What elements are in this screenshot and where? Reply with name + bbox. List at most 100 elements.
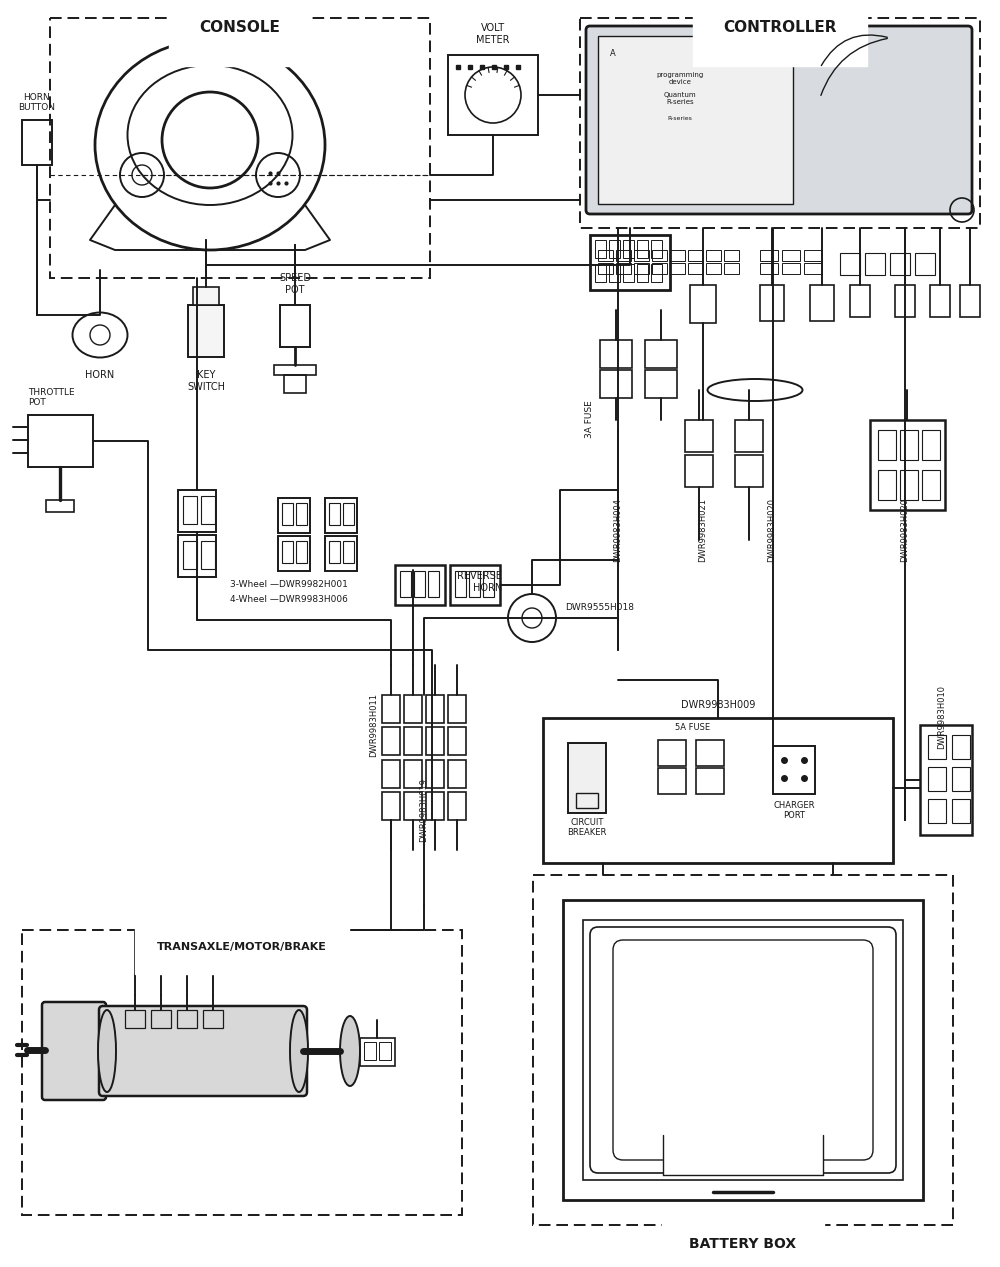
Bar	[804, 250, 822, 261]
Bar	[448, 54, 538, 136]
Text: DWR9983H011: DWR9983H011	[370, 693, 378, 756]
Bar	[840, 253, 860, 275]
Bar	[600, 340, 632, 367]
Bar	[928, 799, 946, 824]
Bar	[360, 1038, 395, 1066]
Bar	[568, 742, 606, 813]
Text: 5A FUSE: 5A FUSE	[675, 723, 711, 732]
Text: CONSOLE: CONSOLE	[200, 20, 280, 35]
Bar	[125, 1010, 145, 1028]
Text: DWR9983H019: DWR9983H019	[420, 778, 428, 843]
Bar	[685, 419, 713, 452]
Bar	[296, 503, 307, 525]
Bar	[28, 416, 93, 468]
Bar	[609, 264, 620, 283]
Text: DWR9555H018: DWR9555H018	[565, 603, 634, 612]
Bar	[448, 760, 466, 788]
Bar	[928, 767, 946, 791]
Bar	[616, 250, 631, 261]
Bar	[576, 793, 598, 808]
Bar	[645, 370, 677, 398]
Bar	[426, 696, 444, 723]
Text: 3-Wheel —DWR9982H001: 3-Wheel —DWR9982H001	[230, 580, 348, 589]
Bar	[595, 264, 606, 283]
Bar	[850, 285, 870, 317]
Bar	[670, 250, 685, 261]
Text: TRANSAXLE/MOTOR/BRAKE: TRANSAXLE/MOTOR/BRAKE	[157, 941, 327, 952]
Bar	[782, 264, 800, 274]
Bar	[404, 760, 422, 788]
Bar	[623, 264, 634, 283]
Bar	[696, 768, 724, 794]
Bar	[735, 419, 763, 452]
Text: 3A FUSE: 3A FUSE	[586, 400, 594, 438]
Text: DWR9983H009: DWR9983H009	[681, 699, 755, 710]
Bar	[690, 285, 716, 323]
FancyBboxPatch shape	[613, 940, 873, 1161]
Bar	[634, 264, 649, 274]
Bar	[450, 565, 500, 606]
Bar	[735, 455, 763, 487]
Bar	[183, 541, 197, 569]
Bar	[201, 495, 215, 525]
Bar	[455, 571, 466, 597]
Text: CIRCUIT
BREAKER: CIRCUIT BREAKER	[567, 818, 607, 837]
Bar	[609, 239, 620, 258]
Bar	[382, 792, 400, 820]
Bar	[329, 541, 340, 563]
Bar	[598, 264, 613, 274]
Bar	[878, 470, 896, 500]
Bar	[724, 264, 739, 274]
Bar	[688, 250, 703, 261]
Bar	[865, 253, 885, 275]
Bar	[343, 503, 354, 525]
Bar	[870, 419, 945, 511]
Bar	[804, 264, 822, 274]
Bar	[325, 536, 357, 571]
Bar	[563, 900, 923, 1200]
Bar	[379, 1041, 391, 1060]
Bar	[178, 535, 216, 576]
Bar	[193, 288, 219, 305]
Bar	[878, 430, 896, 460]
Bar	[782, 250, 800, 261]
Bar	[651, 239, 662, 258]
Bar	[810, 285, 834, 321]
Bar	[203, 1010, 223, 1028]
Bar	[280, 305, 310, 347]
Bar	[760, 250, 778, 261]
Bar	[688, 264, 703, 274]
Bar	[426, 727, 444, 755]
FancyBboxPatch shape	[590, 927, 896, 1173]
Bar	[623, 239, 634, 258]
Bar	[616, 264, 631, 274]
Text: DWR9983H004: DWR9983H004	[614, 498, 622, 563]
Bar	[404, 696, 422, 723]
Bar	[895, 285, 915, 317]
Bar	[329, 503, 340, 525]
Bar	[651, 264, 662, 283]
Bar	[760, 264, 778, 274]
Bar	[590, 234, 670, 290]
Bar	[404, 792, 422, 820]
Bar	[183, 495, 197, 525]
Bar	[448, 792, 466, 820]
Bar	[900, 430, 918, 460]
Bar	[543, 718, 893, 863]
Bar	[448, 696, 466, 723]
Bar	[920, 725, 972, 835]
Bar	[928, 735, 946, 759]
Text: DWR9983H020: DWR9983H020	[768, 498, 776, 563]
Text: VOLT
METER: VOLT METER	[476, 23, 510, 46]
Bar	[658, 740, 686, 767]
Bar	[278, 536, 310, 571]
Bar	[598, 35, 793, 204]
Text: 4-Wheel —DWR9983H006: 4-Wheel —DWR9983H006	[230, 595, 348, 604]
Bar	[706, 264, 721, 274]
Bar	[22, 930, 462, 1215]
Bar	[760, 285, 784, 321]
Bar	[652, 264, 667, 274]
Text: programming
device: programming device	[656, 71, 704, 85]
Text: REVERSE
HORN: REVERSE HORN	[457, 571, 502, 593]
Bar	[364, 1041, 376, 1060]
